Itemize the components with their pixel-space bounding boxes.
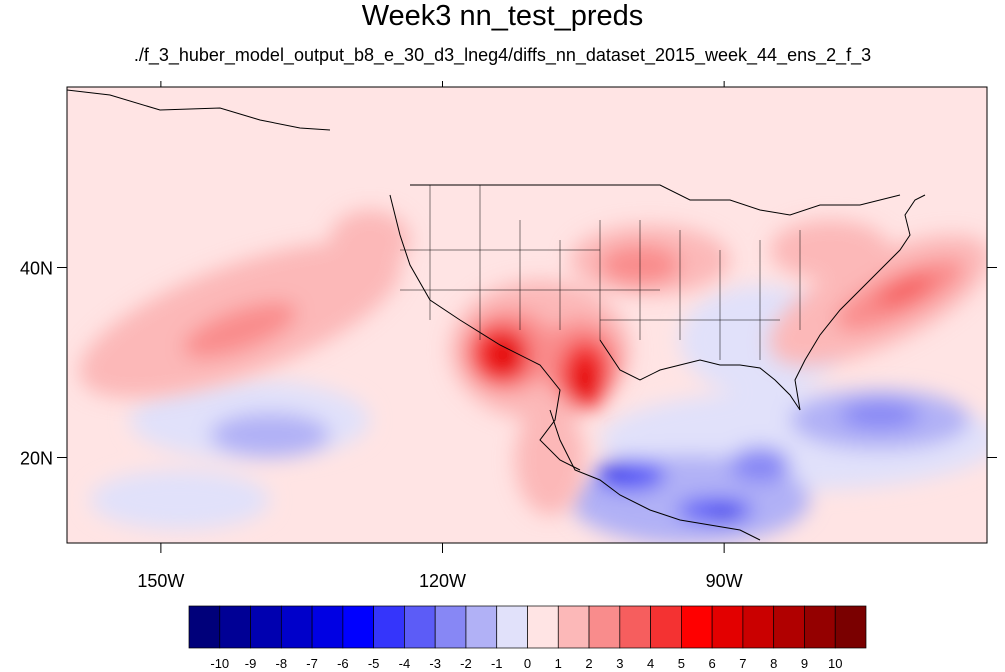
map-frame <box>66 86 988 544</box>
colorbar-swatch <box>250 605 282 649</box>
state-borders <box>400 185 801 360</box>
anomaly-field <box>67 87 987 543</box>
colorbar-label: -5 <box>368 656 380 671</box>
colorbar-label: 1 <box>555 656 562 671</box>
axis-ticks: 150W 120W 90W 40N 20N <box>20 81 997 591</box>
colorbar-label: -4 <box>399 656 411 671</box>
colorbar-swatch <box>619 605 651 649</box>
colorbar-swatch <box>434 605 467 649</box>
colorbar-swatch <box>280 605 313 649</box>
colorbar-swatch <box>219 605 251 649</box>
lon-tick-label: 150W <box>137 571 184 591</box>
colorbar-label: 4 <box>647 656 654 671</box>
colorbar-label: 8 <box>770 656 777 671</box>
colorbar-label: 10 <box>828 656 842 671</box>
lat-tick-label: 40N <box>20 259 53 279</box>
colorbar-swatch <box>650 605 682 649</box>
lon-tick-label: 120W <box>419 571 466 591</box>
colorbar-swatch <box>311 605 344 649</box>
colorbar-swatch <box>742 605 775 649</box>
colorbar-swatch <box>527 605 559 649</box>
colorbar-label: -8 <box>276 656 288 671</box>
colorbar-swatch <box>804 605 836 649</box>
colorbar-swatch <box>681 605 713 649</box>
coastlines <box>67 89 926 541</box>
colorbar-label: 2 <box>585 656 592 671</box>
colorbar-swatch <box>773 605 805 649</box>
colorbar-label: 5 <box>678 656 685 671</box>
colorbar-swatch <box>711 605 744 649</box>
colorbar-swatch <box>404 605 436 649</box>
map-subtitle: ./f_3_huber_model_output_b8_e_30_d3_lneg… <box>133 45 872 65</box>
colorbar-swatch <box>373 605 405 649</box>
colorbar-swatch <box>834 605 867 649</box>
colorbar-label: 0 <box>524 656 531 671</box>
colorbar-swatch <box>588 605 621 649</box>
colorbar: -10 -9 -8 -7 -6 -5 -4 -3 -2 -1 0 1 2 3 4 5 6 7 8 9 10 <box>188 605 867 671</box>
colorbar-label: -3 <box>429 656 441 671</box>
lon-tick-label: 90W <box>706 571 743 591</box>
colorbar-swatch <box>557 605 590 649</box>
colorbar-label: -2 <box>460 656 472 671</box>
colorbar-label: 3 <box>616 656 623 671</box>
colorbar-label: -9 <box>245 656 257 671</box>
positive-anomalies <box>79 210 987 515</box>
map-title: Week3 nn_test_preds <box>361 0 644 32</box>
colorbar-label: -1 <box>491 656 503 671</box>
colorbar-label: -10 <box>210 656 229 671</box>
colorbar-swatch <box>496 605 528 649</box>
colorbar-label: 6 <box>709 656 716 671</box>
colorbar-swatch <box>188 605 221 649</box>
colorbar-label: 9 <box>801 656 808 671</box>
colorbar-swatch <box>465 605 498 649</box>
colorbar-swatch <box>342 605 374 649</box>
colorbar-label: 7 <box>739 656 746 671</box>
lat-tick-label: 20N <box>20 449 53 469</box>
colorbar-label: -6 <box>337 656 349 671</box>
colorbar-label: -7 <box>306 656 318 671</box>
